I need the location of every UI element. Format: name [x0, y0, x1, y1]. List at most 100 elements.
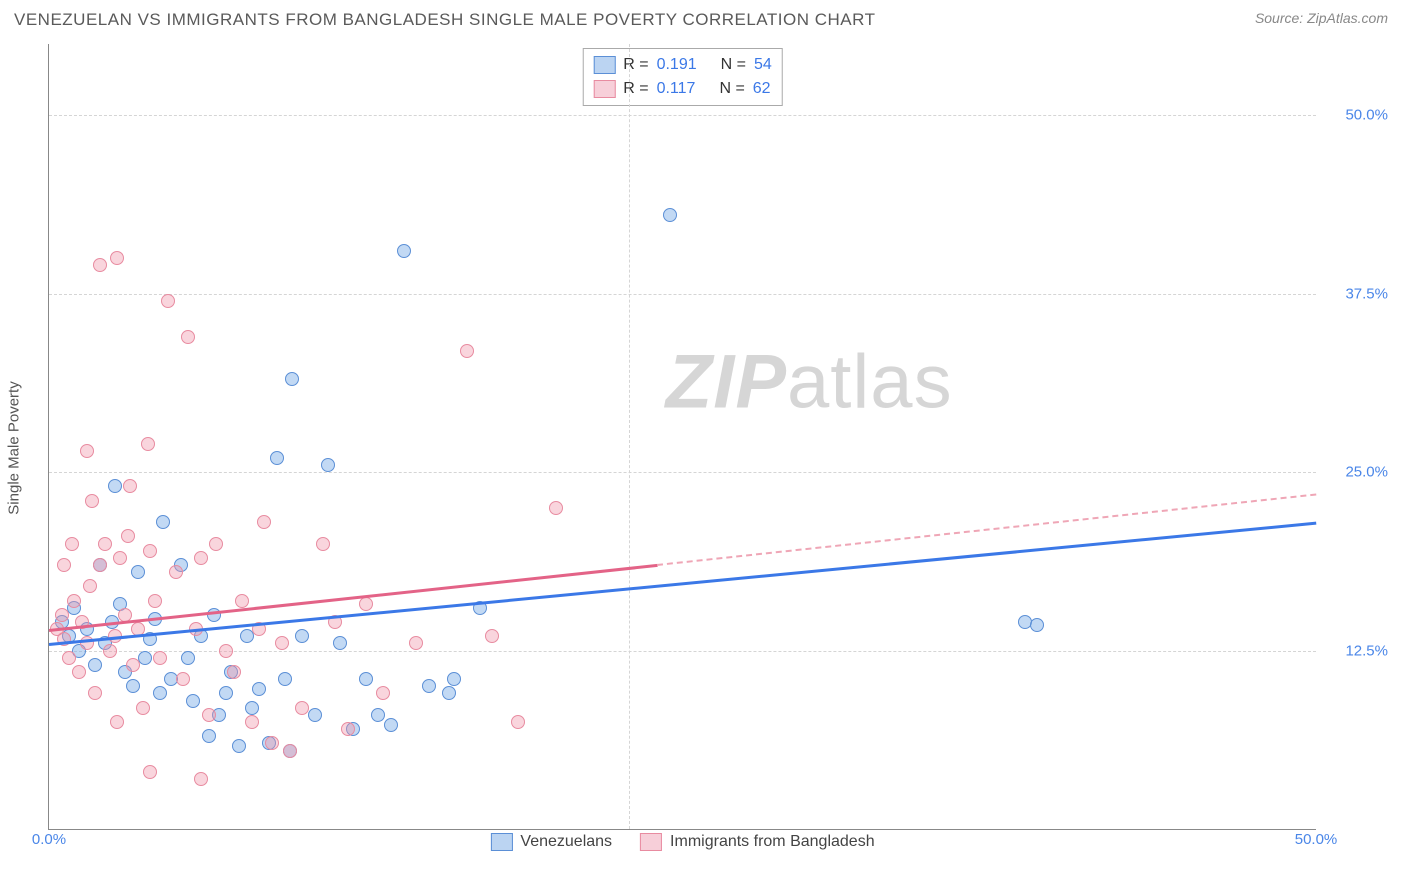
scatter-point	[341, 722, 355, 736]
scatter-point	[93, 258, 107, 272]
scatter-point	[275, 636, 289, 650]
scatter-point	[359, 672, 373, 686]
scatter-point	[202, 708, 216, 722]
scatter-point	[110, 251, 124, 265]
scatter-point	[240, 629, 254, 643]
scatter-point	[270, 451, 284, 465]
n-label: N =	[719, 77, 744, 101]
scatter-point	[257, 515, 271, 529]
scatter-point	[194, 772, 208, 786]
scatter-point	[235, 594, 249, 608]
scatter-point	[227, 665, 241, 679]
scatter-point	[283, 744, 297, 758]
scatter-point	[265, 736, 279, 750]
scatter-point	[549, 501, 563, 515]
stats-legend: R = 0.191 N = 54 R = 0.117 N = 62	[582, 48, 783, 106]
scatter-point	[126, 658, 140, 672]
watermark-zip: ZIP	[666, 339, 787, 424]
gridline-v	[629, 44, 630, 829]
scatter-point	[143, 544, 157, 558]
scatter-point	[219, 686, 233, 700]
source-label: Source: ZipAtlas.com	[1255, 10, 1388, 26]
scatter-point	[511, 715, 525, 729]
series-legend: Venezuelans Immigrants from Bangladesh	[490, 833, 874, 851]
scatter-point	[57, 558, 71, 572]
y-tick-label: 50.0%	[1320, 107, 1388, 124]
scatter-point	[121, 529, 135, 543]
scatter-point	[1018, 615, 1032, 629]
scatter-point	[72, 665, 86, 679]
scatter-point	[62, 651, 76, 665]
swatch-blue-icon	[490, 833, 512, 851]
scatter-point	[295, 701, 309, 715]
gridline-h	[49, 115, 1316, 116]
scatter-point	[460, 344, 474, 358]
scatter-point	[209, 537, 223, 551]
watermark-atlas: atlas	[787, 339, 953, 424]
scatter-point	[181, 330, 195, 344]
scatter-point	[176, 672, 190, 686]
r-value: 0.191	[657, 53, 697, 77]
scatter-point	[422, 679, 436, 693]
scatter-point	[333, 636, 347, 650]
legend-item: Venezuelans	[490, 833, 612, 851]
r-label: R =	[623, 77, 648, 101]
scatter-point	[153, 651, 167, 665]
scatter-point	[88, 658, 102, 672]
trend-line	[49, 522, 1316, 646]
scatter-point	[110, 715, 124, 729]
scatter-point	[143, 765, 157, 779]
scatter-point	[123, 479, 137, 493]
stats-row: R = 0.191 N = 54	[593, 53, 772, 77]
scatter-point	[161, 294, 175, 308]
scatter-point	[376, 686, 390, 700]
scatter-point	[447, 672, 461, 686]
y-tick-label: 25.0%	[1320, 464, 1388, 481]
scatter-point	[126, 679, 140, 693]
scatter-point	[136, 701, 150, 715]
scatter-point	[153, 686, 167, 700]
scatter-point	[156, 515, 170, 529]
scatter-point	[285, 372, 299, 386]
scatter-point	[88, 686, 102, 700]
swatch-blue-icon	[593, 56, 615, 74]
scatter-point	[93, 558, 107, 572]
scatter-point	[169, 565, 183, 579]
scatter-point	[252, 682, 266, 696]
scatter-point	[384, 718, 398, 732]
scatter-point	[663, 208, 677, 222]
scatter-point	[409, 636, 423, 650]
scatter-point	[67, 594, 81, 608]
n-label: N =	[721, 53, 746, 77]
scatter-point	[442, 686, 456, 700]
scatter-point	[316, 537, 330, 551]
n-value: 62	[753, 77, 771, 101]
legend-item: Immigrants from Bangladesh	[640, 833, 875, 851]
y-axis-label: Single Male Poverty	[6, 381, 23, 514]
scatter-point	[245, 701, 259, 715]
swatch-pink-icon	[640, 833, 662, 851]
scatter-point	[83, 579, 97, 593]
scatter-point	[308, 708, 322, 722]
scatter-point	[397, 244, 411, 258]
y-tick-label: 12.5%	[1320, 642, 1388, 659]
stats-row: R = 0.117 N = 62	[593, 77, 772, 101]
scatter-point	[295, 629, 309, 643]
scatter-point	[321, 458, 335, 472]
scatter-point	[186, 694, 200, 708]
scatter-point	[278, 672, 292, 686]
scatter-point	[219, 644, 233, 658]
chart-container: Single Male Poverty ZIPatlas R = 0.191 N…	[48, 44, 1388, 852]
x-tick-label: 50.0%	[1295, 831, 1338, 848]
scatter-point	[131, 565, 145, 579]
y-tick-label: 37.5%	[1320, 285, 1388, 302]
scatter-point	[113, 551, 127, 565]
legend-label: Immigrants from Bangladesh	[670, 833, 875, 851]
scatter-point	[245, 715, 259, 729]
scatter-point	[232, 739, 246, 753]
chart-title: VENEZUELAN VS IMMIGRANTS FROM BANGLADESH…	[14, 10, 875, 30]
scatter-point	[65, 537, 79, 551]
swatch-pink-icon	[593, 80, 615, 98]
gridline-h	[49, 294, 1316, 295]
legend-label: Venezuelans	[520, 833, 612, 851]
